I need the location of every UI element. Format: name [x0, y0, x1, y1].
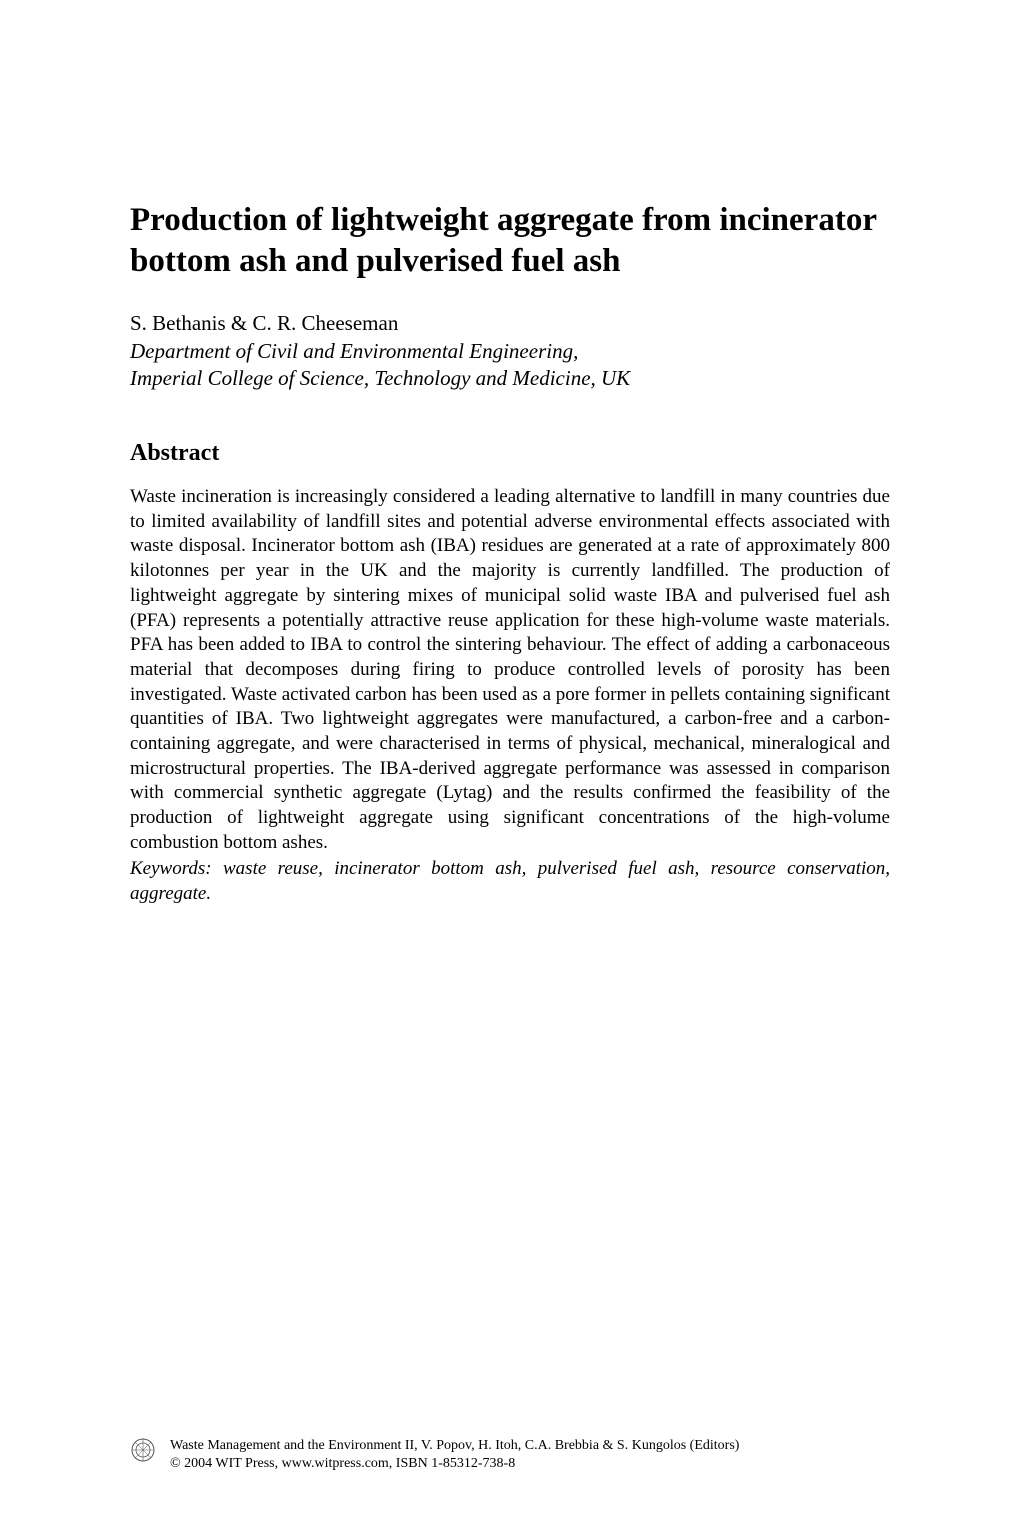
page-container: Production of lightweight aggregate from… [0, 0, 1020, 967]
abstract-body: Waste incineration is increasingly consi… [130, 485, 890, 855]
page-footer: Waste Management and the Environment II,… [130, 1437, 890, 1473]
paper-title: Production of lightweight aggregate from… [130, 200, 890, 283]
footer-text-block: Waste Management and the Environment II,… [170, 1437, 739, 1473]
authors-line: S. Bethanis & C. R. Cheeseman [130, 311, 890, 336]
affiliation-line-2: Imperial College of Science, Technology … [130, 366, 630, 390]
affiliation-block: Department of Civil and Environmental En… [130, 338, 890, 393]
footer-line-1: Waste Management and the Environment II,… [170, 1438, 739, 1453]
keywords-line: Keywords: waste reuse, incinerator botto… [130, 857, 890, 906]
keywords-text: waste reuse, incinerator bottom ash, pul… [130, 858, 890, 904]
affiliation-line-1: Department of Civil and Environmental En… [130, 339, 578, 363]
publisher-logo-icon [130, 1437, 156, 1463]
abstract-heading: Abstract [130, 440, 890, 467]
keywords-label: Keywords: [130, 858, 212, 879]
footer-line-2: © 2004 WIT Press, www.witpress.com, ISBN… [170, 1456, 515, 1471]
